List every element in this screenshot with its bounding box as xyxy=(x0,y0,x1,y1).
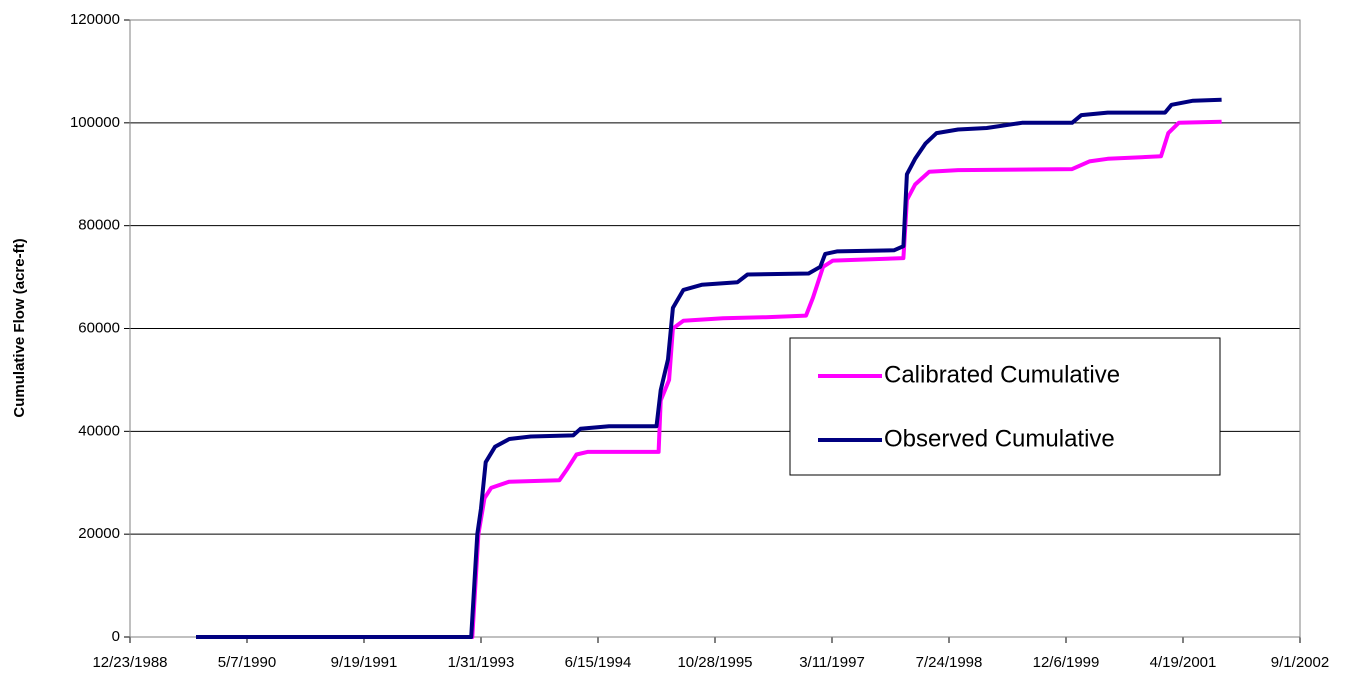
y-tick-label: 0 xyxy=(112,628,120,645)
y-tick-label: 100000 xyxy=(70,114,120,131)
y-tick-label: 40000 xyxy=(78,422,120,439)
legend-label: Observed Cumulative xyxy=(884,425,1115,452)
x-tick-label: 9/19/1991 xyxy=(331,654,398,671)
x-tick-label: 10/28/1995 xyxy=(677,654,752,671)
y-tick-label: 20000 xyxy=(78,525,120,542)
x-tick-label: 4/19/2001 xyxy=(1150,654,1217,671)
x-tick-label: 7/24/1998 xyxy=(916,654,983,671)
y-tick-label: 120000 xyxy=(70,11,120,28)
data-line xyxy=(196,97,1222,639)
legend-label: Calibrated Cumulative xyxy=(884,361,1120,388)
x-tick-label: 1/31/1993 xyxy=(448,654,515,671)
legend-box xyxy=(789,337,1221,476)
x-tick-label: 6/15/1994 xyxy=(565,654,632,671)
x-tick-label: 3/11/1997 xyxy=(799,654,865,671)
x-tick-label: 5/7/1990 xyxy=(218,654,276,671)
y-axis-label: Cumulative Flow (acre-ft) xyxy=(11,238,28,417)
y-tick-label: 80000 xyxy=(78,217,120,234)
x-tick-label: 12/23/1988 xyxy=(92,654,167,671)
x-tick-label: 12/6/1999 xyxy=(1033,654,1100,671)
plot-area xyxy=(129,19,1301,638)
data-line xyxy=(196,119,1222,639)
y-tick-label: 60000 xyxy=(78,319,120,336)
x-tick-label: 9/1/2002 xyxy=(1271,654,1329,671)
